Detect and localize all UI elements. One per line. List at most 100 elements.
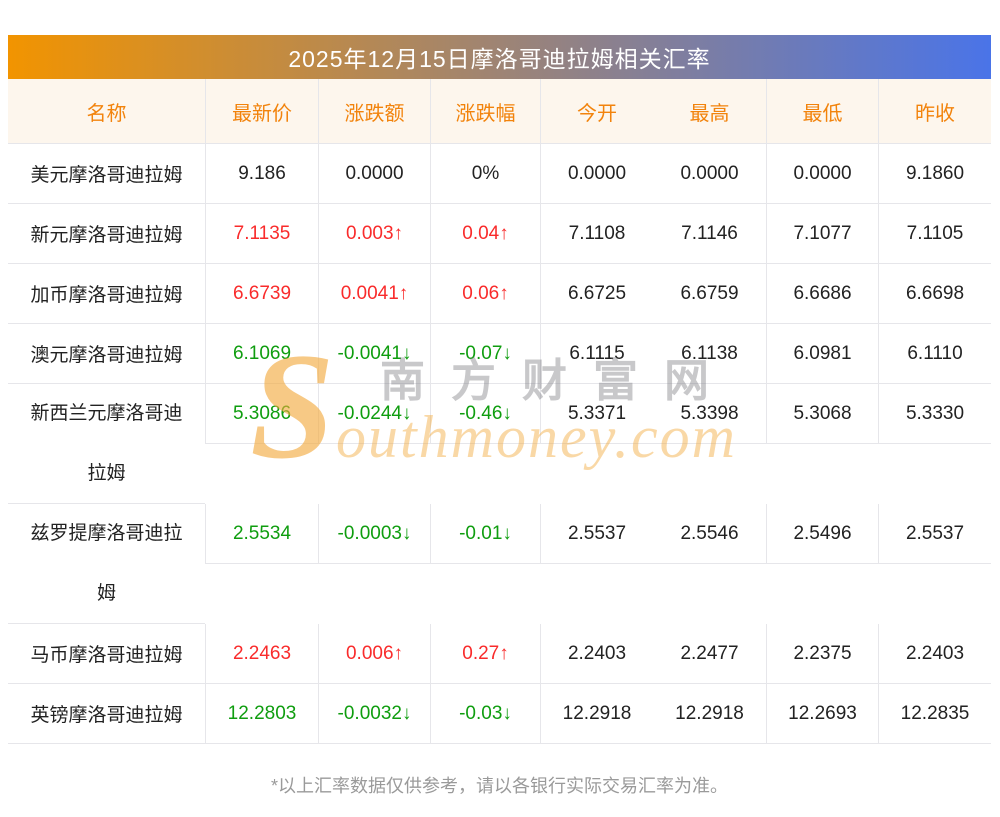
change-text: -0.0003↓ — [337, 522, 412, 544]
prev_close-text: 12.2835 — [900, 702, 970, 724]
footer-note: *以上汇率数据仅供参考，请以各银行实际交易汇率为准。 — [270, 776, 728, 796]
header-cell-low: 最低 — [766, 79, 878, 144]
table-row: 兹罗提摩洛哥迪拉姆 2.5534 -0.0003↓ -0.01↓ 2.5537 2.554… — [8, 504, 991, 624]
prev_close-text: 6.1110 — [907, 342, 963, 364]
change_pct-text: 0.04↑ — [462, 222, 509, 244]
low-text: 6.0981 — [793, 342, 852, 364]
change_pct-text: 0.06↑ — [462, 282, 509, 304]
name-text: 新元摩洛哥迪拉姆 — [30, 225, 183, 246]
table-row: 马币摩洛哥迪拉姆 2.2463 0.006↑ 0.27↑ 2.2403 2.2477 2.2… — [8, 624, 991, 684]
latest-cell: 9.186 — [205, 144, 318, 204]
high-text: 12.2918 — [675, 702, 744, 724]
latest-cell: 5.3086 — [205, 384, 318, 444]
name-cell: 加币摩洛哥迪拉姆 — [8, 264, 205, 324]
open-cell: 6.1115 — [540, 324, 653, 384]
change_pct-cell: 0.27↑ — [430, 624, 540, 684]
change_pct-text: -0.03↓ — [459, 702, 512, 724]
low-cell: 6.6686 — [766, 264, 878, 324]
name-text: 马币摩洛哥迪拉姆 — [30, 645, 183, 666]
prev_close-text: 9.1860 — [905, 162, 965, 184]
table-row: 美元摩洛哥迪拉姆 9.186 0.0000 0% 0.0000 0.0000 0.0000 9… — [8, 144, 991, 204]
prev_close-text: 2.2403 — [905, 642, 965, 664]
table-row: 新西兰元摩洛哥迪拉姆 5.3086 -0.0244↓ -0.46↓ 5.3371 5.33… — [8, 384, 991, 504]
open-text: 2.5537 — [567, 522, 627, 544]
rates-table: 名称 最新价 涨跌额 涨跌幅 今开 最高 最低 昨收 美元摩洛哥迪拉姆 9.186 0.0000 0… — [8, 79, 991, 744]
high-text: 6.6759 — [680, 282, 739, 304]
latest-cell: 6.1069 — [205, 324, 318, 384]
latest-cell: 2.2463 — [205, 624, 318, 684]
low-text: 12.2693 — [788, 702, 857, 724]
high-text: 0.0000 — [680, 162, 739, 184]
prev_close-cell: 2.2403 — [878, 624, 991, 684]
name-cell: 马币摩洛哥迪拉姆 — [8, 624, 205, 684]
change-text: 0.0000 — [345, 162, 404, 184]
header-cell-prev_close: 昨收 — [878, 79, 991, 144]
change-cell: -0.0041↓ — [318, 324, 430, 384]
latest-text: 9.186 — [238, 162, 286, 184]
change-text: -0.0244↓ — [337, 402, 412, 424]
prev_close-cell: 6.6698 — [878, 264, 991, 324]
prev_close-cell: 9.1860 — [878, 144, 991, 204]
content-wrap: 2025年12月15日摩洛哥迪拉姆相关汇率 名称 最新价 涨跌额 涨跌幅 今开 最高 最低昨… — [8, 35, 991, 798]
open-text: 7.1108 — [568, 222, 626, 244]
prev_close-cell: 5.3330 — [878, 384, 991, 444]
change_pct-cell: -0.07↓ — [430, 324, 540, 384]
latest-text: 5.3086 — [232, 402, 292, 424]
latest-text: 2.2463 — [232, 642, 292, 664]
change_pct-text: 0% — [471, 162, 500, 184]
open-cell: 5.3371 — [540, 384, 653, 444]
open-text: 12.2918 — [562, 702, 632, 724]
change_pct-cell: -0.46↓ — [430, 384, 540, 444]
latest-cell: 12.2803 — [205, 684, 318, 744]
change-cell: -0.0003↓ — [318, 504, 430, 564]
change_pct-cell: 0% — [430, 144, 540, 204]
name-text: 美元摩洛哥迪拉姆 — [30, 165, 183, 186]
low-text: 6.6686 — [793, 282, 852, 304]
table-row: 英镑摩洛哥迪拉姆 12.2803 -0.0032↓ -0.03↓ 12.2918 12.2… — [8, 684, 991, 744]
header-cell-change: 涨跌额 — [318, 79, 430, 144]
name-cell: 新西兰元摩洛哥迪拉姆 — [8, 384, 205, 504]
name-cell: 美元摩洛哥迪拉姆 — [8, 144, 205, 204]
table-header-row: 名称 最新价 涨跌额 涨跌幅 今开 最高 最低 昨收 — [8, 79, 991, 144]
latest-cell: 7.1135 — [205, 204, 318, 264]
change_pct-cell: -0.03↓ — [430, 684, 540, 744]
open-text: 2.2403 — [567, 642, 627, 664]
low-text: 7.1077 — [793, 222, 852, 244]
change-cell: 0.0000 — [318, 144, 430, 204]
prev_close-cell: 12.2835 — [878, 684, 991, 744]
change_pct-text: -0.46↓ — [459, 402, 512, 424]
header-cell-open: 今开 — [540, 79, 653, 144]
latest-cell: 2.5534 — [205, 504, 318, 564]
high-cell: 2.5546 — [653, 504, 766, 564]
change-text: -0.0032↓ — [337, 702, 412, 724]
latest-text: 12.2803 — [227, 702, 297, 724]
change-cell: 0.006↑ — [318, 624, 430, 684]
change-cell: 0.0041↑ — [318, 264, 430, 324]
table-row: 加币摩洛哥迪拉姆 6.6739 0.0041↑ 0.06↑ 6.6725 6.6759 6.… — [8, 264, 991, 324]
low-text: 2.5496 — [793, 522, 852, 544]
change_pct-cell: -0.01↓ — [430, 504, 540, 564]
latest-text: 2.5534 — [232, 522, 292, 544]
low-cell: 6.0981 — [766, 324, 878, 384]
change_pct-text: -0.01↓ — [459, 522, 512, 544]
change_pct-text: 0.27↑ — [462, 642, 509, 664]
prev_close-cell: 2.5537 — [878, 504, 991, 564]
low-cell: 7.1077 — [766, 204, 878, 264]
name-cell: 兹罗提摩洛哥迪拉姆 — [8, 504, 205, 624]
high-text: 7.1146 — [681, 222, 738, 244]
name-cell: 英镑摩洛哥迪拉姆 — [8, 684, 205, 744]
change-cell: -0.0032↓ — [318, 684, 430, 744]
open-cell: 0.0000 — [540, 144, 653, 204]
latest-text: 7.1135 — [233, 222, 291, 244]
high-text: 2.5546 — [680, 522, 739, 544]
low-cell: 2.2375 — [766, 624, 878, 684]
name-cell: 澳元摩洛哥迪拉姆 — [8, 324, 205, 384]
change-text: 0.0041↑ — [340, 282, 409, 304]
low-cell: 0.0000 — [766, 144, 878, 204]
header-cell-high: 最高 — [653, 79, 766, 144]
header-cell-name: 名称 — [8, 79, 205, 144]
low-text: 5.3068 — [793, 402, 852, 424]
name-text: 澳元摩洛哥迪拉姆 — [30, 345, 183, 366]
open-cell: 2.5537 — [540, 504, 653, 564]
